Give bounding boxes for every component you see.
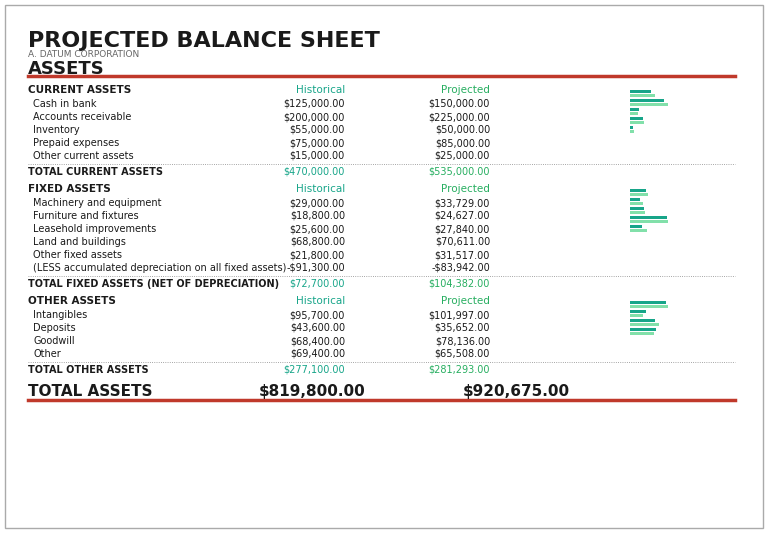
Text: TOTAL FIXED ASSETS (NET OF DEPRECIATION): TOTAL FIXED ASSETS (NET OF DEPRECIATION)	[28, 279, 279, 289]
Bar	[630, 103, 668, 106]
Text: Cash in bank: Cash in bank	[33, 99, 97, 109]
Text: $31,517.00: $31,517.00	[435, 250, 490, 260]
Text: $68,800.00: $68,800.00	[290, 237, 345, 247]
Text: $25,000.00: $25,000.00	[435, 151, 490, 161]
Bar	[630, 202, 644, 205]
Text: Projected: Projected	[441, 184, 490, 194]
Bar	[630, 323, 659, 326]
Text: $277,100.00: $277,100.00	[283, 365, 345, 375]
Bar	[630, 189, 646, 192]
Text: Intangibles: Intangibles	[33, 310, 88, 320]
Text: A. DATUM CORPORATION: A. DATUM CORPORATION	[28, 50, 139, 59]
Text: $25,600.00: $25,600.00	[290, 224, 345, 234]
Text: Historical: Historical	[296, 296, 345, 306]
Text: $78,136.00: $78,136.00	[435, 336, 490, 346]
Text: Furniture and fixtures: Furniture and fixtures	[33, 211, 139, 221]
Text: FIXED ASSETS: FIXED ASSETS	[28, 184, 111, 194]
Text: $15,000.00: $15,000.00	[290, 151, 345, 161]
Text: $55,000.00: $55,000.00	[290, 125, 345, 135]
Bar	[630, 207, 644, 210]
Bar	[630, 216, 667, 219]
Text: PROJECTED BALANCE SHEET: PROJECTED BALANCE SHEET	[28, 31, 380, 51]
Bar	[630, 108, 639, 111]
Text: $35,652.00: $35,652.00	[435, 323, 490, 333]
Text: $21,800.00: $21,800.00	[290, 250, 345, 260]
Text: CURRENT ASSETS: CURRENT ASSETS	[28, 85, 131, 95]
Bar	[630, 126, 633, 129]
Text: TOTAL ASSETS: TOTAL ASSETS	[28, 384, 153, 399]
Bar	[630, 314, 644, 317]
Text: $69,400.00: $69,400.00	[290, 349, 345, 359]
Text: $225,000.00: $225,000.00	[429, 112, 490, 122]
Bar	[630, 225, 642, 228]
Text: Projected: Projected	[441, 85, 490, 95]
Text: Leasehold improvements: Leasehold improvements	[33, 224, 156, 234]
Text: $85,000.00: $85,000.00	[435, 138, 490, 148]
Bar	[630, 211, 645, 214]
Bar	[630, 332, 654, 335]
Text: Historical: Historical	[296, 184, 345, 194]
Text: $150,000.00: $150,000.00	[429, 99, 490, 109]
Text: $72,700.00: $72,700.00	[290, 279, 345, 289]
Text: Historical: Historical	[296, 85, 345, 95]
Text: $70,611.00: $70,611.00	[435, 237, 490, 247]
Text: $29,000.00: $29,000.00	[290, 198, 345, 208]
Bar	[630, 220, 668, 223]
Text: Accounts receivable: Accounts receivable	[33, 112, 131, 122]
Bar	[630, 305, 668, 308]
Text: $65,508.00: $65,508.00	[435, 349, 490, 359]
Text: Other: Other	[33, 349, 61, 359]
Text: OTHER ASSETS: OTHER ASSETS	[28, 296, 116, 306]
Text: TOTAL OTHER ASSETS: TOTAL OTHER ASSETS	[28, 365, 149, 375]
Bar	[630, 121, 644, 124]
FancyBboxPatch shape	[5, 5, 763, 528]
Text: -$83,942.00: -$83,942.00	[432, 263, 490, 273]
Text: Inventory: Inventory	[33, 125, 80, 135]
Text: $43,600.00: $43,600.00	[290, 323, 345, 333]
Text: $75,000.00: $75,000.00	[290, 138, 345, 148]
Text: Land and buildings: Land and buildings	[33, 237, 126, 247]
Bar	[630, 130, 634, 133]
Bar	[630, 229, 647, 232]
Text: ASSETS: ASSETS	[28, 60, 104, 78]
Bar	[630, 94, 655, 97]
Text: $18,800.00: $18,800.00	[290, 211, 345, 221]
Text: -$91,300.00: -$91,300.00	[286, 263, 345, 273]
Bar	[630, 301, 666, 304]
Text: $125,000.00: $125,000.00	[283, 99, 345, 109]
Text: Deposits: Deposits	[33, 323, 75, 333]
Text: $281,293.00: $281,293.00	[429, 365, 490, 375]
Text: $68,400.00: $68,400.00	[290, 336, 345, 346]
Bar	[630, 193, 648, 196]
Text: $95,700.00: $95,700.00	[290, 310, 345, 320]
Text: $819,800.00: $819,800.00	[258, 384, 365, 399]
Bar	[630, 328, 656, 331]
Text: Machinery and equipment: Machinery and equipment	[33, 198, 161, 208]
Text: Other fixed assets: Other fixed assets	[33, 250, 122, 260]
Bar	[630, 99, 664, 102]
Text: $101,997.00: $101,997.00	[429, 310, 490, 320]
Bar	[630, 117, 643, 120]
Text: $33,729.00: $33,729.00	[435, 198, 490, 208]
Bar	[630, 319, 655, 322]
Text: TOTAL CURRENT ASSETS: TOTAL CURRENT ASSETS	[28, 167, 163, 177]
Text: $200,000.00: $200,000.00	[283, 112, 345, 122]
Text: $24,627.00: $24,627.00	[435, 211, 490, 221]
Text: Projected: Projected	[441, 296, 490, 306]
Text: (LESS accumulated depreciation on all fixed assets): (LESS accumulated depreciation on all fi…	[33, 263, 286, 273]
Text: $535,000.00: $535,000.00	[429, 167, 490, 177]
Bar	[630, 90, 651, 93]
Bar	[630, 198, 640, 201]
Text: Goodwill: Goodwill	[33, 336, 74, 346]
Text: $27,840.00: $27,840.00	[435, 224, 490, 234]
Text: $920,675.00: $920,675.00	[463, 384, 570, 399]
Text: Other current assets: Other current assets	[33, 151, 134, 161]
Text: Prepaid expenses: Prepaid expenses	[33, 138, 119, 148]
Bar	[630, 112, 638, 115]
Text: $470,000.00: $470,000.00	[283, 167, 345, 177]
Text: $50,000.00: $50,000.00	[435, 125, 490, 135]
Bar	[630, 310, 646, 313]
Text: $104,382.00: $104,382.00	[429, 279, 490, 289]
